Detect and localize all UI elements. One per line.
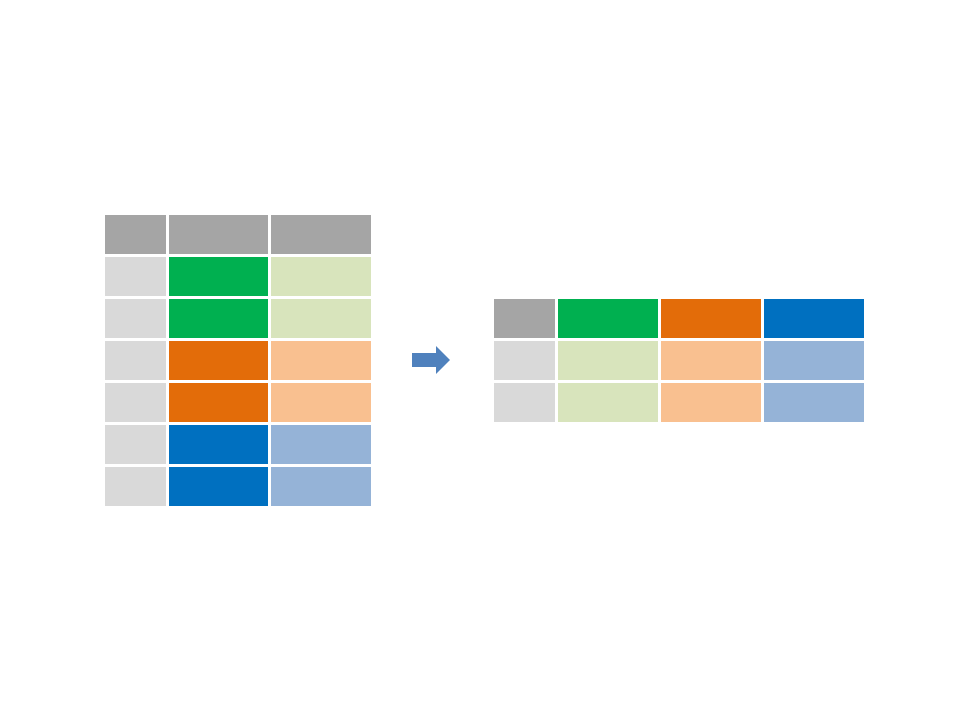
wide-table-value-cell (661, 383, 761, 422)
long-table-header-cell (271, 215, 371, 254)
long-table-value-cell (169, 341, 268, 380)
long-table-id-cell (105, 257, 166, 296)
long-table-value-cell (169, 383, 268, 422)
long-table-value-cell (271, 425, 371, 464)
long-table-id-cell (105, 299, 166, 338)
wide-table-value-cell (661, 341, 761, 380)
wide-format-table (494, 299, 864, 422)
wide-table-value-cell (764, 383, 864, 422)
long-table-value-cell (271, 257, 371, 296)
wide-table-header-cell (494, 299, 555, 338)
long-table-id-cell (105, 383, 166, 422)
wide-table-id-cell (494, 383, 555, 422)
wide-table-value-cell (558, 383, 658, 422)
long-table-value-cell (169, 257, 268, 296)
long-table-value-cell (271, 299, 371, 338)
wide-table-header-cell (764, 299, 864, 338)
long-table-value-cell (169, 467, 268, 506)
long-table-value-cell (169, 299, 268, 338)
long-table-value-cell (271, 341, 371, 380)
long-table-value-cell (271, 467, 371, 506)
right-arrow-icon (412, 346, 450, 374)
long-table-header-cell (169, 215, 268, 254)
wide-table-value-cell (558, 341, 658, 380)
wide-table-header-cell (661, 299, 761, 338)
long-table-value-cell (169, 425, 268, 464)
long-table-header-cell (105, 215, 166, 254)
long-table-id-cell (105, 341, 166, 380)
long-table-value-cell (271, 383, 371, 422)
wide-table-value-cell (764, 341, 864, 380)
wide-table-header-cell (558, 299, 658, 338)
long-table-id-cell (105, 467, 166, 506)
long-format-table (105, 215, 371, 506)
long-table-id-cell (105, 425, 166, 464)
wide-table-id-cell (494, 341, 555, 380)
